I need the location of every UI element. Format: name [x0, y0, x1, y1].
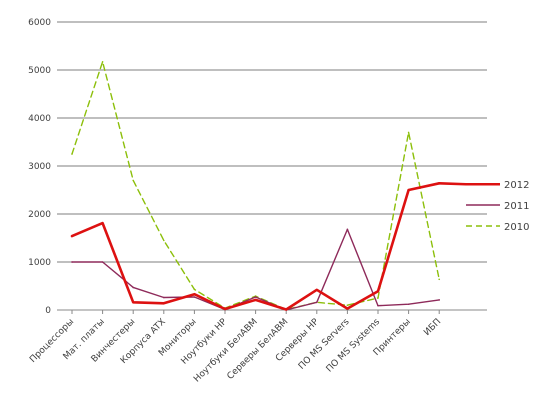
- y-tick-label: 5000: [28, 66, 51, 76]
- legend-label-2012: 2012: [504, 180, 529, 191]
- data-point-2011: [132, 286, 134, 289]
- data-point-2011: [377, 304, 379, 307]
- y-tick-label: 4000: [28, 114, 51, 124]
- y-axis: 0 1000 2000 3000 4000 5000 6000: [28, 18, 51, 316]
- data-point-2012: [377, 290, 379, 293]
- data-point-2012: [224, 308, 226, 310]
- data-point-2011: [71, 261, 73, 263]
- data-point-2010: [132, 179, 134, 182]
- grid-lines: [57, 21, 487, 311]
- data-point-2010: [101, 61, 104, 63]
- series-line-2012: [70, 182, 441, 311]
- data-point-2012: [254, 299, 257, 301]
- legend-label-2011: 2011: [504, 201, 529, 212]
- data-point-2012: [132, 301, 134, 304]
- data-point-2010: [346, 304, 349, 307]
- data-point-2011: [438, 299, 441, 301]
- y-tick-label: 6000: [28, 18, 51, 28]
- data-point-2011: [316, 301, 318, 304]
- data-point-2011: [346, 228, 349, 231]
- data-point-2010: [438, 278, 441, 281]
- data-point-2011: [101, 261, 104, 263]
- y-tick-label: 0: [45, 306, 51, 316]
- data-point-2012: [193, 293, 196, 295]
- x-tick-label: ПО MS Systems: [325, 317, 383, 375]
- data-point-2012: [285, 308, 288, 311]
- data-point-2010: [163, 239, 165, 242]
- legend-connector-2012: [437, 181, 468, 186]
- data-point-2010: [377, 297, 379, 299]
- data-point-2011: [163, 296, 165, 299]
- y-tick-label: 3000: [28, 162, 51, 172]
- data-point-2010: [193, 288, 196, 291]
- data-point-2010: [71, 153, 73, 155]
- data-point-2011: [407, 303, 410, 306]
- data-point-2012: [346, 307, 349, 310]
- legend: 2012 2011 2010: [437, 180, 529, 233]
- series-lines: [70, 61, 441, 311]
- data-point-2011: [193, 296, 196, 298]
- y-tick-label: 2000: [28, 210, 51, 220]
- y-tick-label: 1000: [28, 258, 51, 268]
- data-point-2012: [407, 189, 410, 191]
- data-point-2012: [163, 302, 165, 305]
- data-point-2012: [316, 289, 318, 291]
- legend-label-2010: 2010: [504, 222, 529, 233]
- data-point-2012: [101, 222, 104, 224]
- data-point-2011: [254, 296, 257, 298]
- data-point-2012: [71, 235, 73, 237]
- x-tick-label: ИБП: [422, 317, 443, 338]
- data-point-2010: [407, 131, 410, 134]
